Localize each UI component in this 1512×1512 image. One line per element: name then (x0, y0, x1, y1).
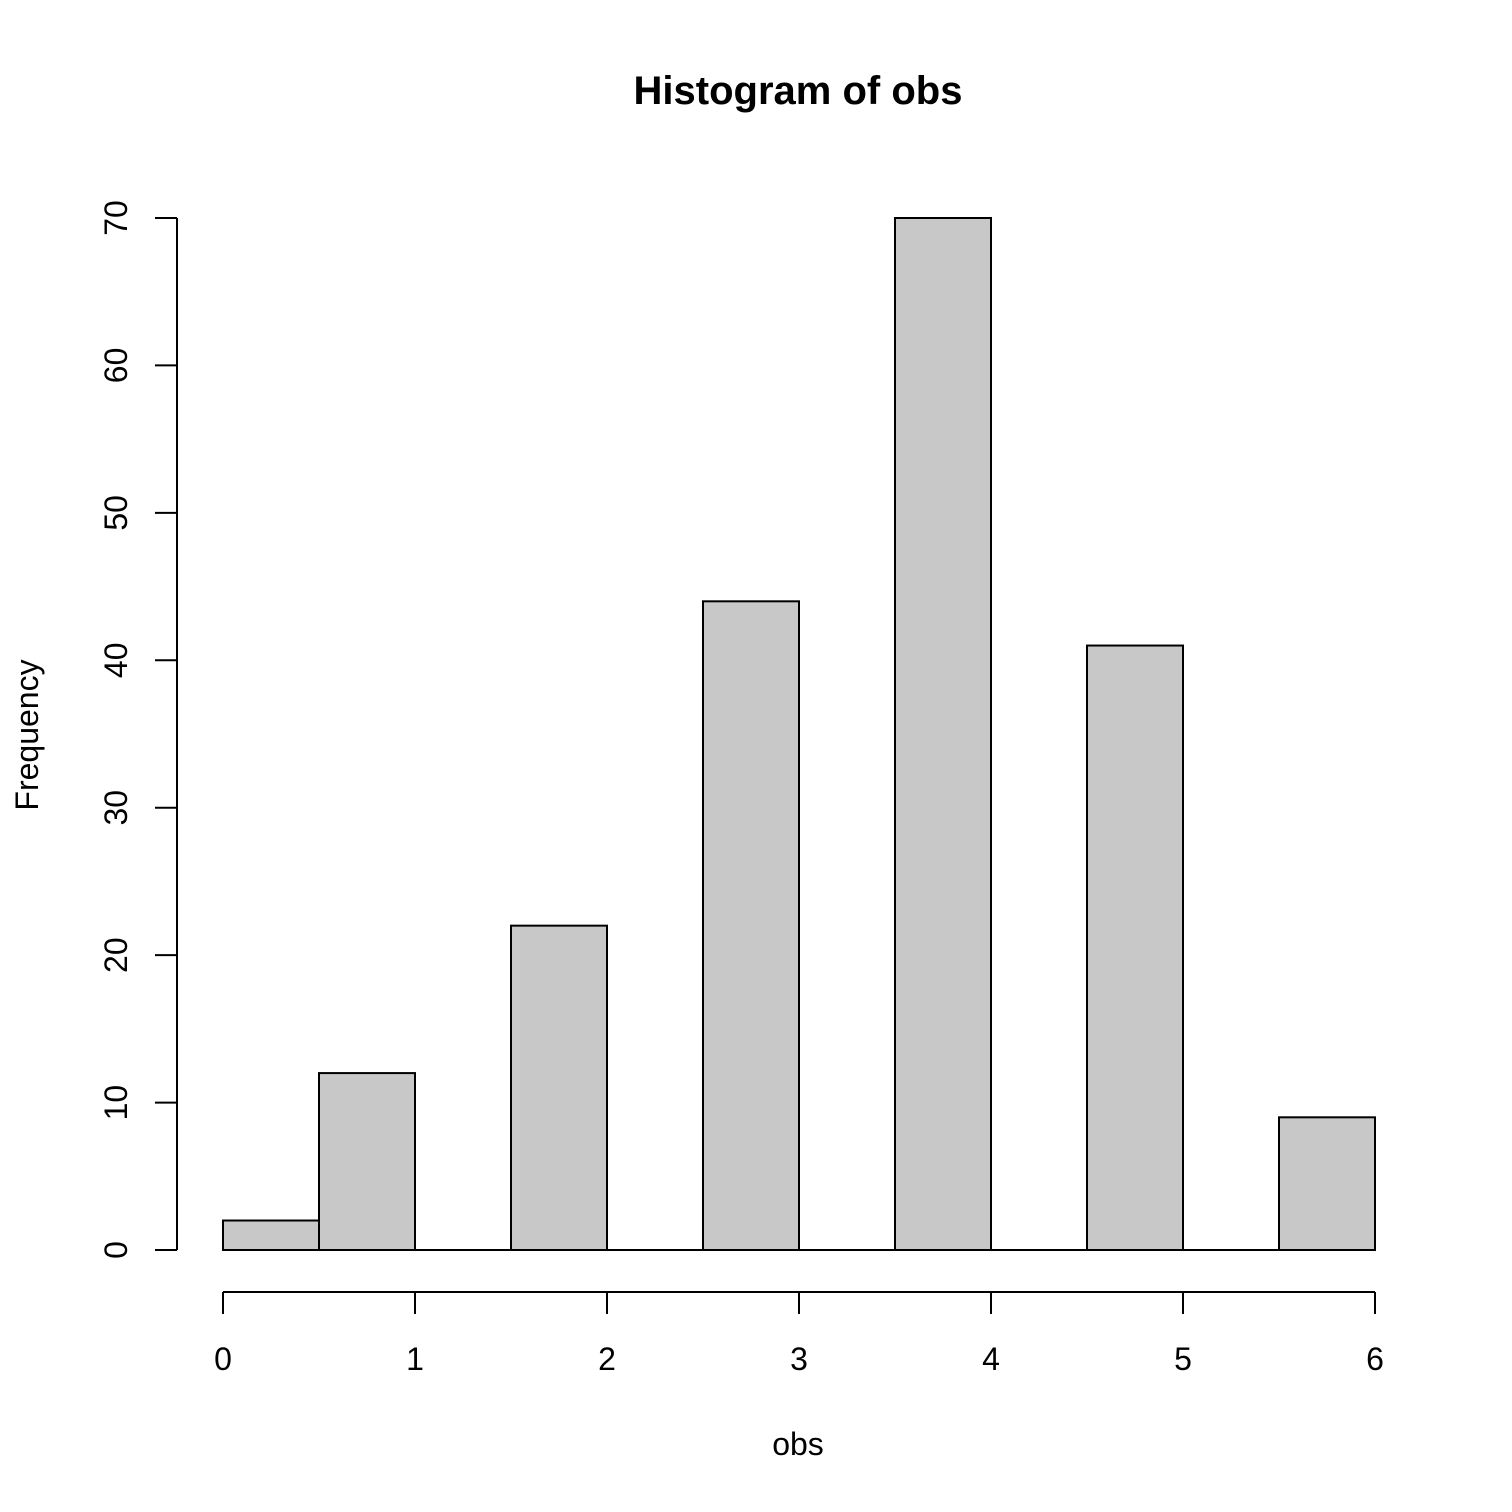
y-tick-label: 70 (98, 200, 134, 236)
histogram-bar (1086, 644, 1184, 1251)
y-tick-label: 0 (98, 1241, 134, 1259)
y-tick-label: 20 (98, 937, 134, 973)
x-tick-label: 4 (982, 1341, 1000, 1377)
histogram-bar (894, 217, 992, 1251)
histogram-bar (702, 600, 800, 1251)
y-axis-label: Frequency (9, 659, 45, 810)
histogram-bar (510, 924, 608, 1252)
x-tick-label: 3 (790, 1341, 808, 1377)
x-tick-label: 6 (1366, 1341, 1384, 1377)
histogram-bar (1278, 1116, 1376, 1252)
chart-title: Histogram of obs (634, 69, 963, 113)
y-tick-label: 10 (98, 1085, 134, 1121)
bars-group (222, 217, 1376, 1252)
y-tick-label: 50 (98, 495, 134, 531)
y-tick-label: 30 (98, 790, 134, 826)
x-axis-label: obs (772, 1426, 824, 1462)
x-tick-label: 0 (214, 1341, 232, 1377)
histogram-bar (222, 1219, 320, 1251)
x-tick-label: 5 (1174, 1341, 1192, 1377)
y-axis: 0 10 20 30 40 50 60 70 (98, 200, 178, 1259)
y-tick-label: 40 (98, 642, 134, 678)
histogram-bar (318, 1072, 416, 1251)
x-tick-label: 2 (598, 1341, 616, 1377)
x-tick-label: 1 (406, 1341, 424, 1377)
x-axis: 0 1 2 3 4 5 6 (214, 1291, 1384, 1377)
y-tick-label: 60 (98, 348, 134, 384)
